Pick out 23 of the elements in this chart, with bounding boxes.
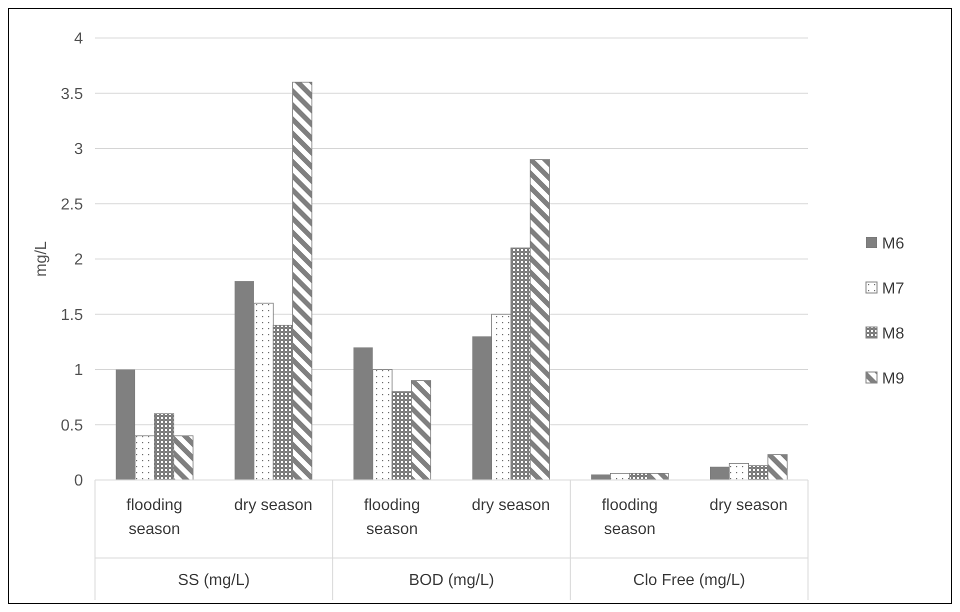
y-axis-title: mg/L bbox=[33, 241, 50, 277]
y-tick-label: 2 bbox=[74, 252, 84, 269]
text: SS (mg/L) bbox=[178, 572, 250, 589]
x-tick-label: dry season bbox=[709, 497, 788, 514]
x-tick-label: dry season bbox=[472, 497, 550, 514]
y-tick-label: 0 bbox=[74, 472, 84, 490]
y-tick-label: 3.5 bbox=[60, 86, 84, 103]
y-tick-label: 3 bbox=[74, 141, 84, 158]
x-tick-label: flooding season bbox=[364, 497, 420, 538]
y-tick-label: 4 bbox=[74, 30, 84, 48]
y-tick-label: 1.5 bbox=[60, 306, 84, 324]
text: Clo Free (mg/L) bbox=[633, 572, 746, 589]
x-tick-label: dry season bbox=[234, 497, 312, 514]
legend-label: M8 bbox=[882, 326, 904, 343]
x-tick-label: flooding season bbox=[126, 497, 182, 538]
legend-label: M9 bbox=[882, 370, 904, 388]
legend-label: M6 bbox=[882, 236, 904, 253]
y-tick-label: 1 bbox=[74, 362, 84, 380]
legend-label: M7 bbox=[882, 280, 904, 298]
text: BOD (mg/L) bbox=[408, 572, 494, 589]
y-tick-label: 0.5 bbox=[60, 417, 84, 434]
x-tick-label: flooding season bbox=[602, 497, 658, 538]
y-tick-label: 2.5 bbox=[60, 196, 84, 214]
